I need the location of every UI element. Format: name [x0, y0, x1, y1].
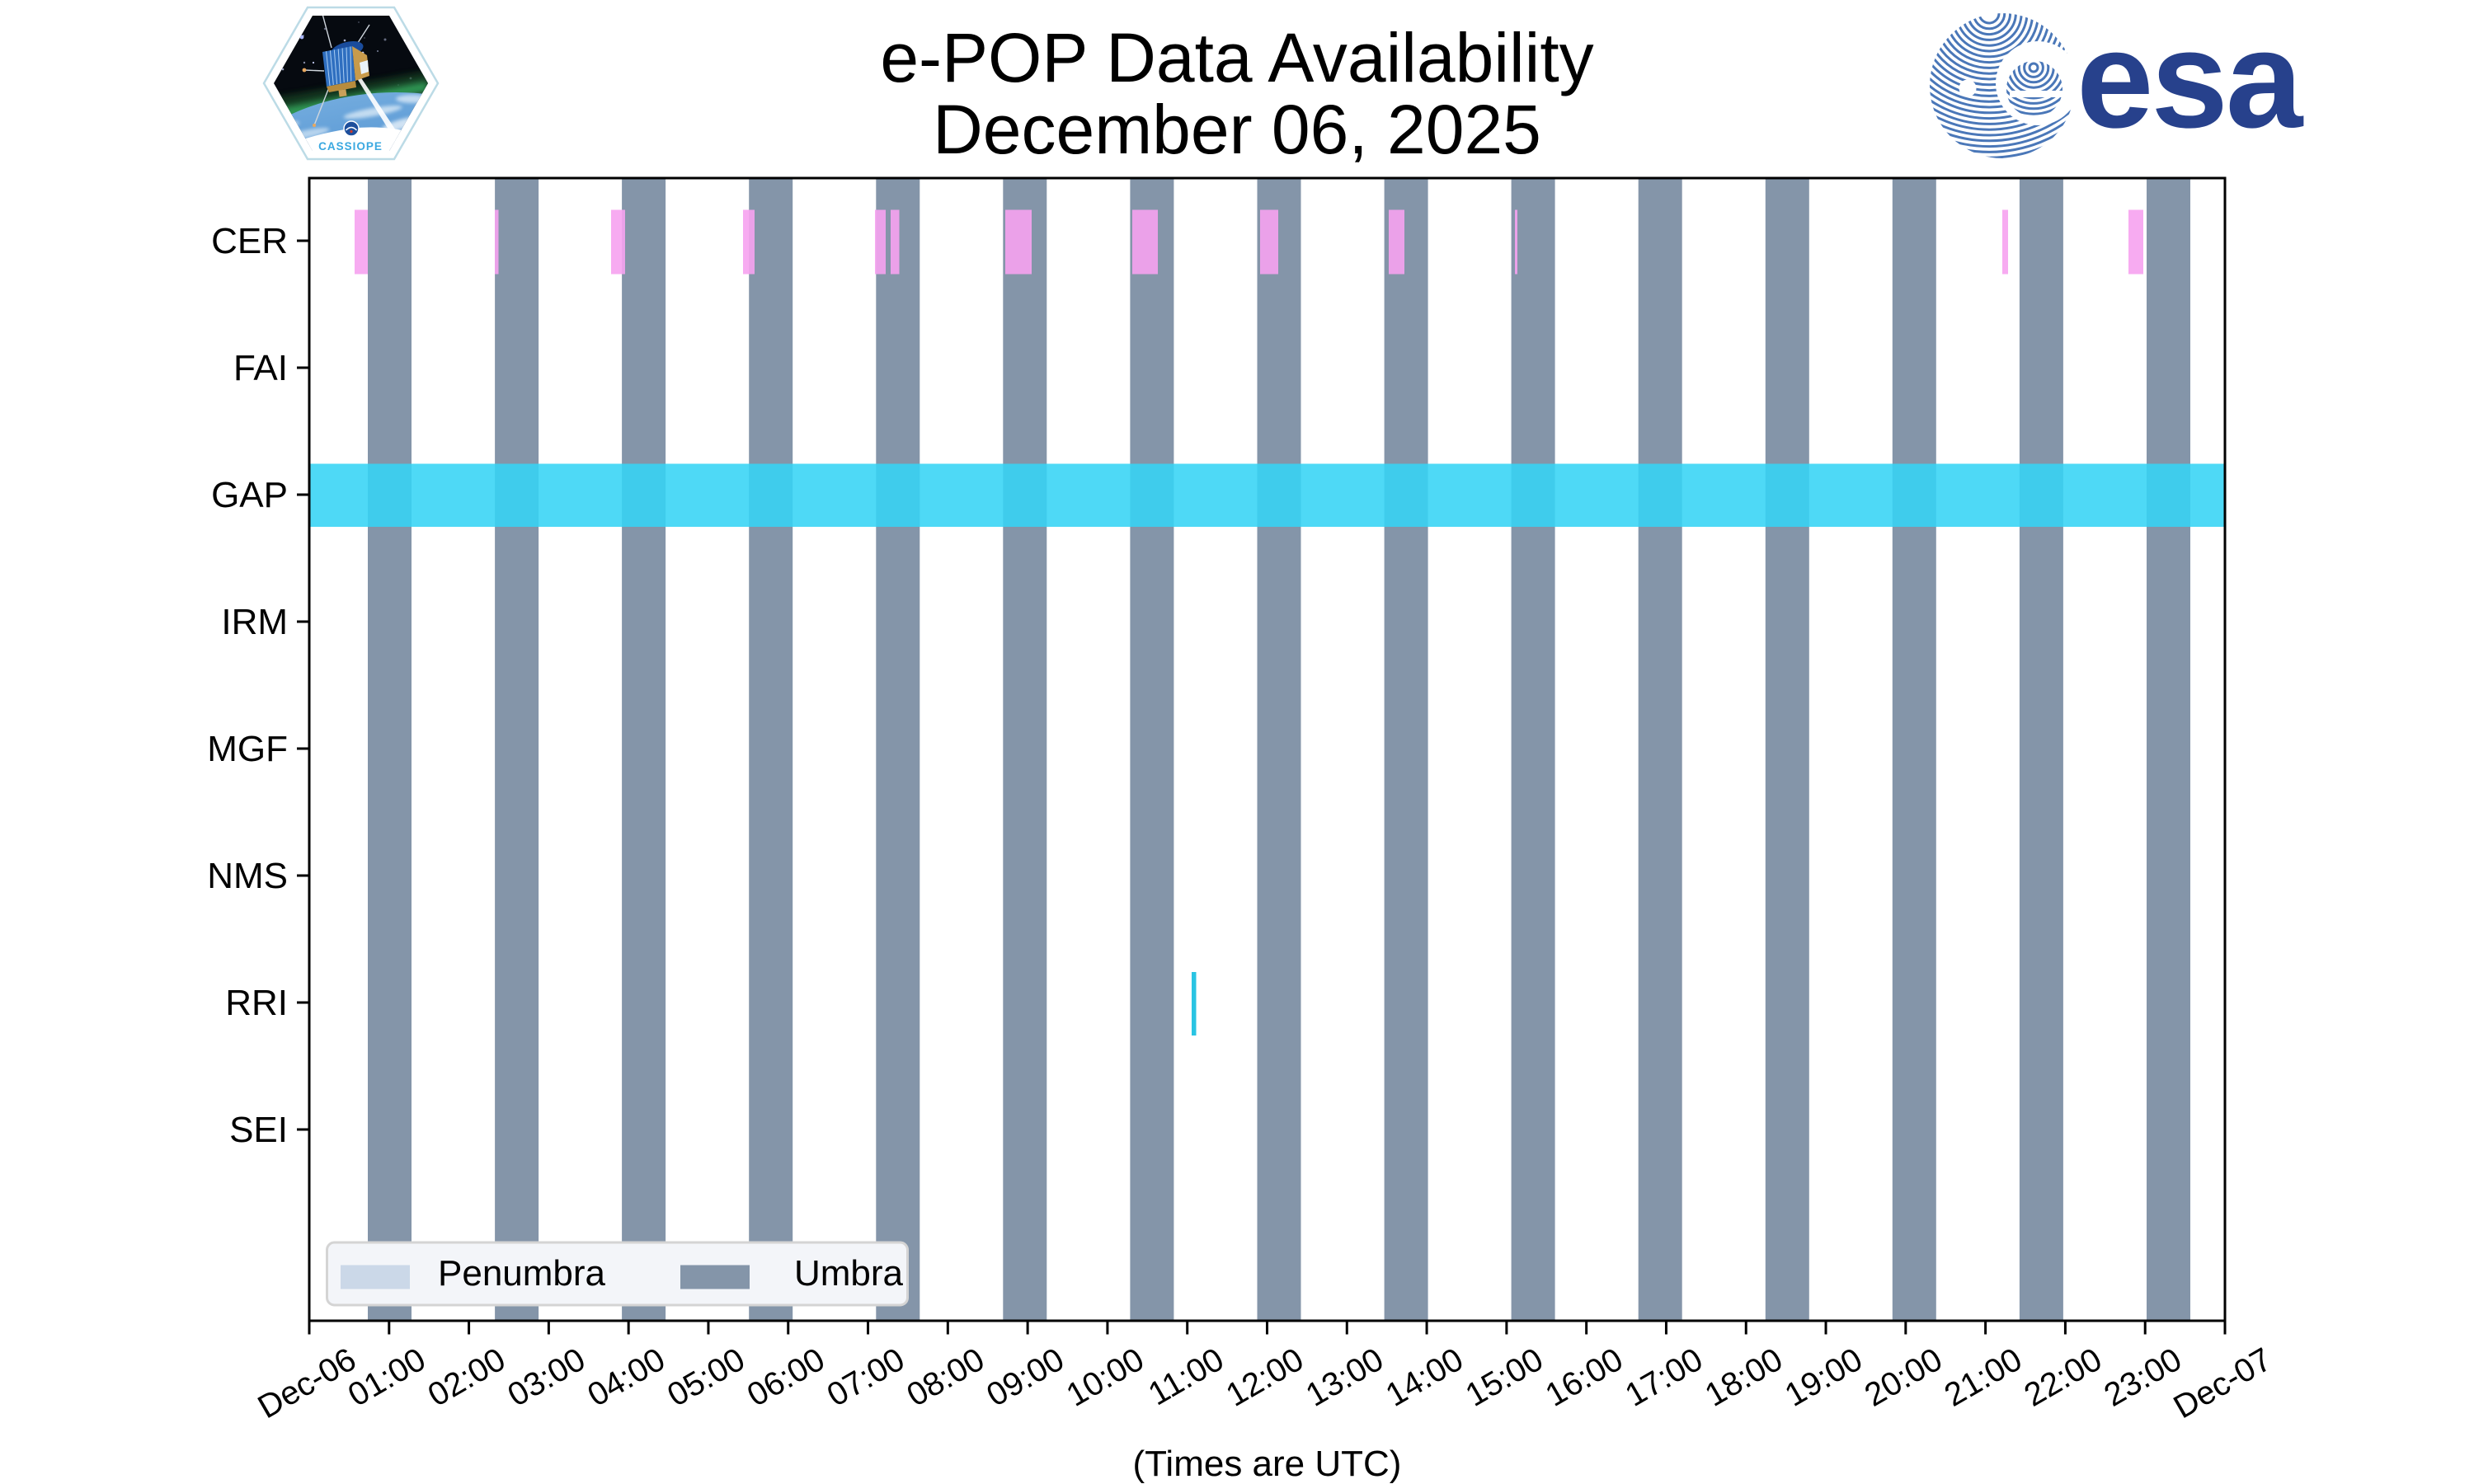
svg-text:CASSIOPE: CASSIOPE	[318, 140, 383, 153]
svg-text:esa: esa	[2077, 2, 2304, 157]
svg-text:IRM: IRM	[221, 602, 288, 642]
svg-text:(Times are UTC): (Times are UTC)	[1133, 1444, 1402, 1484]
svg-text:MGF: MGF	[207, 729, 288, 769]
svg-text:Umbra: Umbra	[794, 1253, 904, 1294]
svg-text:NMS: NMS	[207, 856, 288, 896]
svg-text:CER: CER	[211, 221, 288, 261]
svg-text:Penumbra: Penumbra	[438, 1253, 606, 1294]
svg-text:GAP: GAP	[211, 475, 288, 515]
svg-text:RRI: RRI	[225, 983, 288, 1023]
svg-text:FAI: FAI	[233, 348, 288, 388]
svg-text:e-POP Data Availability: e-POP Data Availability	[880, 19, 1593, 96]
svg-text:December 06, 2025: December 06, 2025	[933, 91, 1541, 168]
svg-text:SEI: SEI	[229, 1110, 288, 1150]
